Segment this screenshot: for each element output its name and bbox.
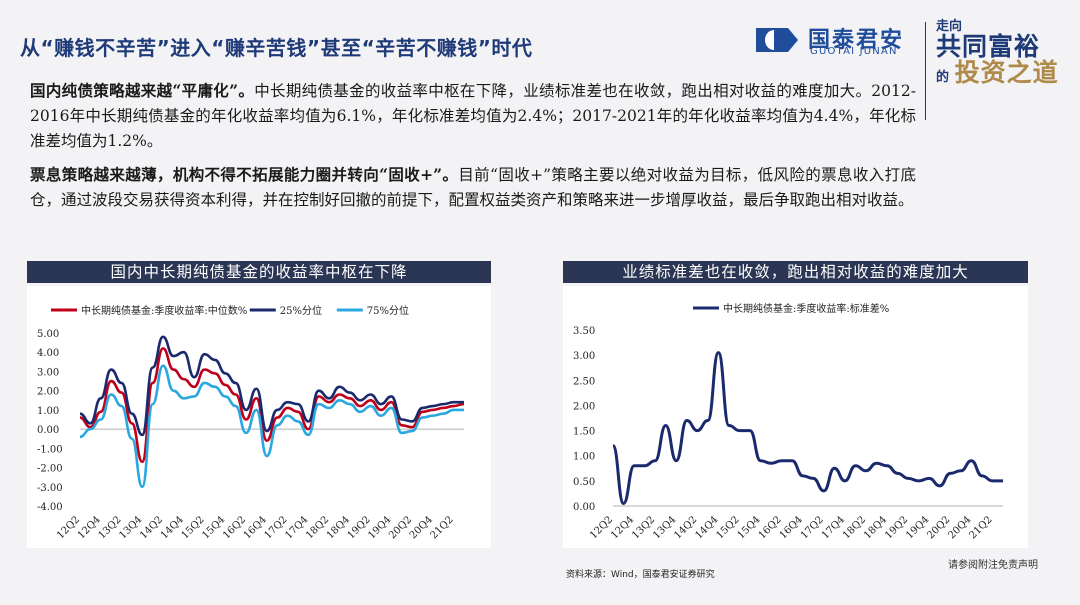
paragraph-1-lead: 国内纯债策略越来越“平庸化”。 (30, 81, 255, 100)
y-tick-label: 2.00 (37, 387, 59, 398)
x-tick-label: 12Q2 (588, 514, 615, 541)
slogan: 走向 共同富裕 的 投资之道 (936, 20, 1066, 86)
paragraph-1-body: 中长期纯债基金的收益率中枢在下降，业绩标准差也在收敛，跑出相对收益的难度加大。2… (30, 82, 916, 150)
y-tick-label: 0.00 (37, 425, 59, 436)
y-tick-label: 0.50 (573, 477, 595, 488)
y-tick-label: -1.00 (37, 444, 63, 455)
x-tick-label: 15Q2 (715, 514, 742, 541)
slogan-line-3: 的 (936, 69, 950, 85)
x-tick-label: 18Q2 (304, 514, 331, 541)
x-tick-label: 13Q2 (630, 514, 657, 541)
x-tick-label: 13Q4 (117, 514, 144, 541)
header-divider (925, 22, 926, 120)
y-tick-label: 5.00 (37, 329, 59, 340)
paragraph-2-lead: 票息策略越来越薄，机构不得不拓展能力圈并转向“固收+”。 (30, 165, 459, 184)
x-tick-label: 15Q2 (180, 514, 207, 541)
x-tick-label: 20Q2 (387, 514, 414, 541)
x-tick-label: 17Q4 (283, 514, 310, 541)
legend-label-1: 25%分位 (280, 304, 322, 317)
left-chart-title: 国内中长期纯债基金的收益率中枢在下降 (27, 261, 491, 283)
x-tick-label: 21Q2 (429, 514, 456, 541)
x-tick-label: 17Q2 (263, 514, 290, 541)
page-title: 从“赚钱不辛苦”进入“赚辛苦钱”甚至“辛苦不赚钱”时代 (20, 36, 533, 60)
logo-name-cn: 国泰君安 (808, 28, 905, 53)
source-note: 资料来源：Wind，国泰君安证券研究 (566, 570, 715, 580)
x-tick-label: 18Q4 (862, 514, 889, 541)
x-tick-label: 15Q4 (200, 514, 227, 541)
x-tick-label: 18Q4 (325, 514, 352, 541)
x-tick-label: 12Q4 (76, 514, 103, 541)
legend-label-0: 中长期纯债基金:季度收益率:标准差% (723, 302, 889, 315)
y-tick-label: -3.00 (37, 483, 63, 494)
logo-mark-icon (756, 28, 798, 52)
x-tick-label: 16Q2 (221, 514, 248, 541)
y-tick-label: -4.00 (37, 502, 63, 513)
disclaimer-note: 请参阅附注免责声明 (948, 560, 1038, 571)
y-tick-label: 2.00 (573, 401, 595, 412)
legend-label-2: 75%分位 (367, 304, 409, 317)
x-tick-label: 15Q4 (736, 514, 763, 541)
left-chart-panel: 中长期纯债基金:季度收益率:中位数% 25%分位 75%分位 5.00 4.00 3.00… (27, 286, 491, 548)
paragraph-1: 国内纯债策略越来越“平庸化”。中长期纯债基金的收益率中枢在下降，业绩标准差也在收… (30, 78, 916, 154)
slogan-line-2: 共同富裕 (936, 31, 1041, 61)
x-tick-label: 12Q4 (609, 514, 636, 541)
x-tick-label: 16Q2 (757, 514, 784, 541)
logo-name-en: GUOTAI JUNAN (810, 46, 898, 57)
x-tick-label: 16Q4 (778, 514, 805, 541)
std-dev-chart: 中长期纯债基金:季度收益率:标准差% 3.50 3.00 2.50 2.00 1.50 1.… (573, 302, 1003, 541)
series-line-0 (79, 347, 465, 464)
y-tick-label: 0.00 (573, 502, 595, 513)
x-tick-label: 19Q2 (346, 514, 373, 541)
x-tick-label: 19Q4 (904, 514, 931, 541)
y-tick-label: 3.00 (573, 351, 595, 362)
x-tick-label: 12Q2 (55, 514, 82, 541)
x-tick-label: 19Q2 (883, 514, 910, 541)
x-tick-label: 13Q2 (97, 514, 124, 541)
legend-label-0: 中长期纯债基金:季度收益率:中位数% (81, 304, 247, 317)
x-tick-label: 17Q2 (799, 514, 826, 541)
x-tick-label: 16Q4 (242, 514, 269, 541)
x-tick-label: 18Q2 (841, 514, 868, 541)
return-quantile-chart: 中长期纯债基金:季度收益率:中位数% 25%分位 75%分位 5.00 4.00 3.00… (37, 304, 465, 541)
company-logo: 国泰君安 GUOTAI JUNAN (752, 22, 912, 58)
right-chart-title: 业绩标准差也在收敛，跑出相对收益的难度加大 (563, 261, 1028, 283)
y-tick-label: 1.00 (37, 406, 59, 417)
y-tick-label: -2.00 (37, 464, 63, 475)
x-tick-label: 14Q4 (693, 514, 720, 541)
x-tick-label: 20Q4 (946, 514, 973, 541)
y-tick-label: 1.50 (573, 427, 595, 438)
slogan-line-1: 走向 (936, 19, 963, 34)
y-tick-label: 4.00 (37, 348, 59, 359)
paragraph-2: 票息策略越来越薄，机构不得不拓展能力圈并转向“固收+”。目前“固收+”策略主要以… (30, 162, 916, 213)
x-tick-label: 19Q4 (366, 514, 393, 541)
x-tick-label: 21Q2 (968, 514, 995, 541)
paragraph-2-body: 目前“固收+”策略主要以绝对收益为目标，低风险的票息收入打底仓，通过波段交易获得… (30, 166, 916, 209)
x-tick-label: 17Q4 (820, 514, 847, 541)
slogan-line-4: 投资之道 (954, 57, 1059, 87)
x-tick-label: 14Q2 (138, 514, 165, 541)
right-chart-panel: 中长期纯债基金:季度收益率:标准差% 3.50 3.00 2.50 2.00 1.50 1.… (563, 286, 1028, 548)
y-tick-label: 2.50 (573, 376, 595, 387)
x-tick-label: 20Q4 (408, 514, 435, 541)
series-line-1 (79, 335, 464, 437)
series-line-0 (611, 351, 1003, 505)
y-tick-label: 1.00 (573, 452, 595, 463)
x-tick-label: 20Q2 (925, 514, 952, 541)
x-tick-label: 14Q4 (159, 514, 186, 541)
x-tick-label: 13Q4 (651, 514, 678, 541)
series-line-2 (79, 364, 464, 489)
y-tick-label: 3.50 (573, 326, 595, 337)
y-tick-label: 3.00 (37, 367, 59, 378)
x-tick-label: 14Q2 (672, 514, 699, 541)
